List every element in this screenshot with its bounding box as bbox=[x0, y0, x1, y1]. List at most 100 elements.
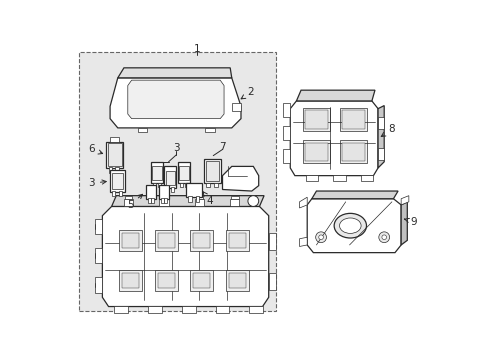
Bar bbox=[147, 198, 151, 203]
Bar bbox=[112, 191, 115, 195]
Polygon shape bbox=[377, 105, 384, 168]
Bar bbox=[282, 126, 290, 140]
Bar bbox=[122, 233, 139, 248]
Polygon shape bbox=[110, 137, 119, 142]
Bar bbox=[119, 270, 142, 291]
Text: 5: 5 bbox=[126, 194, 142, 210]
Polygon shape bbox=[127, 80, 224, 119]
Bar bbox=[153, 183, 156, 187]
Bar bbox=[163, 198, 167, 203]
Polygon shape bbox=[204, 128, 214, 132]
Bar bbox=[341, 110, 364, 129]
Text: 9: 9 bbox=[404, 217, 416, 227]
Bar bbox=[165, 171, 174, 185]
Circle shape bbox=[315, 232, 326, 243]
Polygon shape bbox=[400, 195, 408, 205]
Circle shape bbox=[378, 232, 389, 243]
Bar bbox=[194, 199, 203, 206]
Polygon shape bbox=[400, 202, 407, 245]
Bar bbox=[305, 143, 327, 161]
Bar bbox=[305, 175, 317, 181]
Bar bbox=[282, 103, 290, 117]
Bar bbox=[95, 277, 102, 293]
Bar bbox=[190, 270, 213, 291]
Bar bbox=[163, 166, 176, 188]
Bar bbox=[115, 167, 119, 172]
Polygon shape bbox=[299, 237, 306, 247]
Bar bbox=[214, 183, 218, 187]
Bar bbox=[268, 273, 276, 289]
Bar bbox=[341, 143, 364, 161]
Text: 4: 4 bbox=[202, 191, 213, 206]
Polygon shape bbox=[111, 195, 264, 206]
Bar bbox=[205, 161, 219, 181]
Bar bbox=[249, 306, 263, 313]
Bar bbox=[228, 273, 245, 288]
Text: 7: 7 bbox=[219, 142, 225, 152]
Circle shape bbox=[381, 235, 386, 239]
Text: 8: 8 bbox=[381, 125, 394, 136]
Polygon shape bbox=[299, 197, 306, 208]
Polygon shape bbox=[311, 191, 397, 199]
Bar bbox=[122, 273, 139, 288]
Bar bbox=[339, 108, 366, 131]
Bar bbox=[339, 140, 366, 163]
Bar bbox=[193, 273, 210, 288]
Bar bbox=[108, 167, 112, 172]
Bar bbox=[118, 191, 122, 195]
Bar bbox=[215, 306, 229, 313]
Bar bbox=[145, 185, 156, 199]
Bar bbox=[305, 110, 327, 129]
Text: 3: 3 bbox=[173, 143, 179, 153]
Bar bbox=[228, 233, 245, 248]
Bar bbox=[79, 53, 276, 311]
Bar bbox=[123, 199, 133, 206]
Bar bbox=[107, 143, 122, 166]
Bar bbox=[195, 195, 203, 199]
Bar bbox=[193, 233, 210, 248]
Circle shape bbox=[318, 235, 323, 239]
Bar bbox=[159, 199, 168, 206]
Bar bbox=[195, 197, 199, 202]
Bar bbox=[158, 233, 174, 248]
Polygon shape bbox=[290, 101, 377, 176]
Polygon shape bbox=[231, 103, 241, 111]
Bar bbox=[166, 187, 169, 192]
Bar bbox=[187, 197, 191, 202]
Bar bbox=[158, 185, 169, 199]
Bar bbox=[178, 162, 190, 183]
Bar bbox=[119, 230, 142, 251]
Bar bbox=[161, 198, 163, 203]
Bar bbox=[360, 175, 373, 181]
Text: 6: 6 bbox=[88, 144, 102, 154]
Bar bbox=[230, 199, 239, 206]
Bar bbox=[158, 273, 174, 288]
Bar bbox=[377, 148, 384, 160]
Polygon shape bbox=[118, 68, 231, 78]
Bar bbox=[111, 173, 123, 189]
Bar bbox=[154, 270, 178, 291]
Polygon shape bbox=[296, 90, 374, 101]
Ellipse shape bbox=[339, 218, 360, 233]
Polygon shape bbox=[306, 199, 400, 253]
Bar bbox=[302, 108, 329, 131]
Bar bbox=[106, 142, 123, 168]
Bar bbox=[282, 149, 290, 163]
Circle shape bbox=[247, 195, 258, 206]
Bar bbox=[110, 170, 124, 192]
Bar bbox=[124, 195, 132, 199]
Bar bbox=[151, 162, 163, 183]
Bar bbox=[268, 233, 276, 249]
Polygon shape bbox=[110, 78, 241, 128]
Bar bbox=[185, 183, 202, 197]
Bar bbox=[180, 183, 183, 187]
Bar bbox=[184, 183, 187, 187]
Polygon shape bbox=[102, 206, 268, 307]
Bar bbox=[158, 183, 161, 187]
Bar bbox=[182, 306, 195, 313]
Bar bbox=[225, 230, 248, 251]
Bar bbox=[95, 219, 102, 234]
Bar bbox=[95, 248, 102, 264]
Bar bbox=[160, 195, 167, 199]
Ellipse shape bbox=[333, 213, 366, 238]
